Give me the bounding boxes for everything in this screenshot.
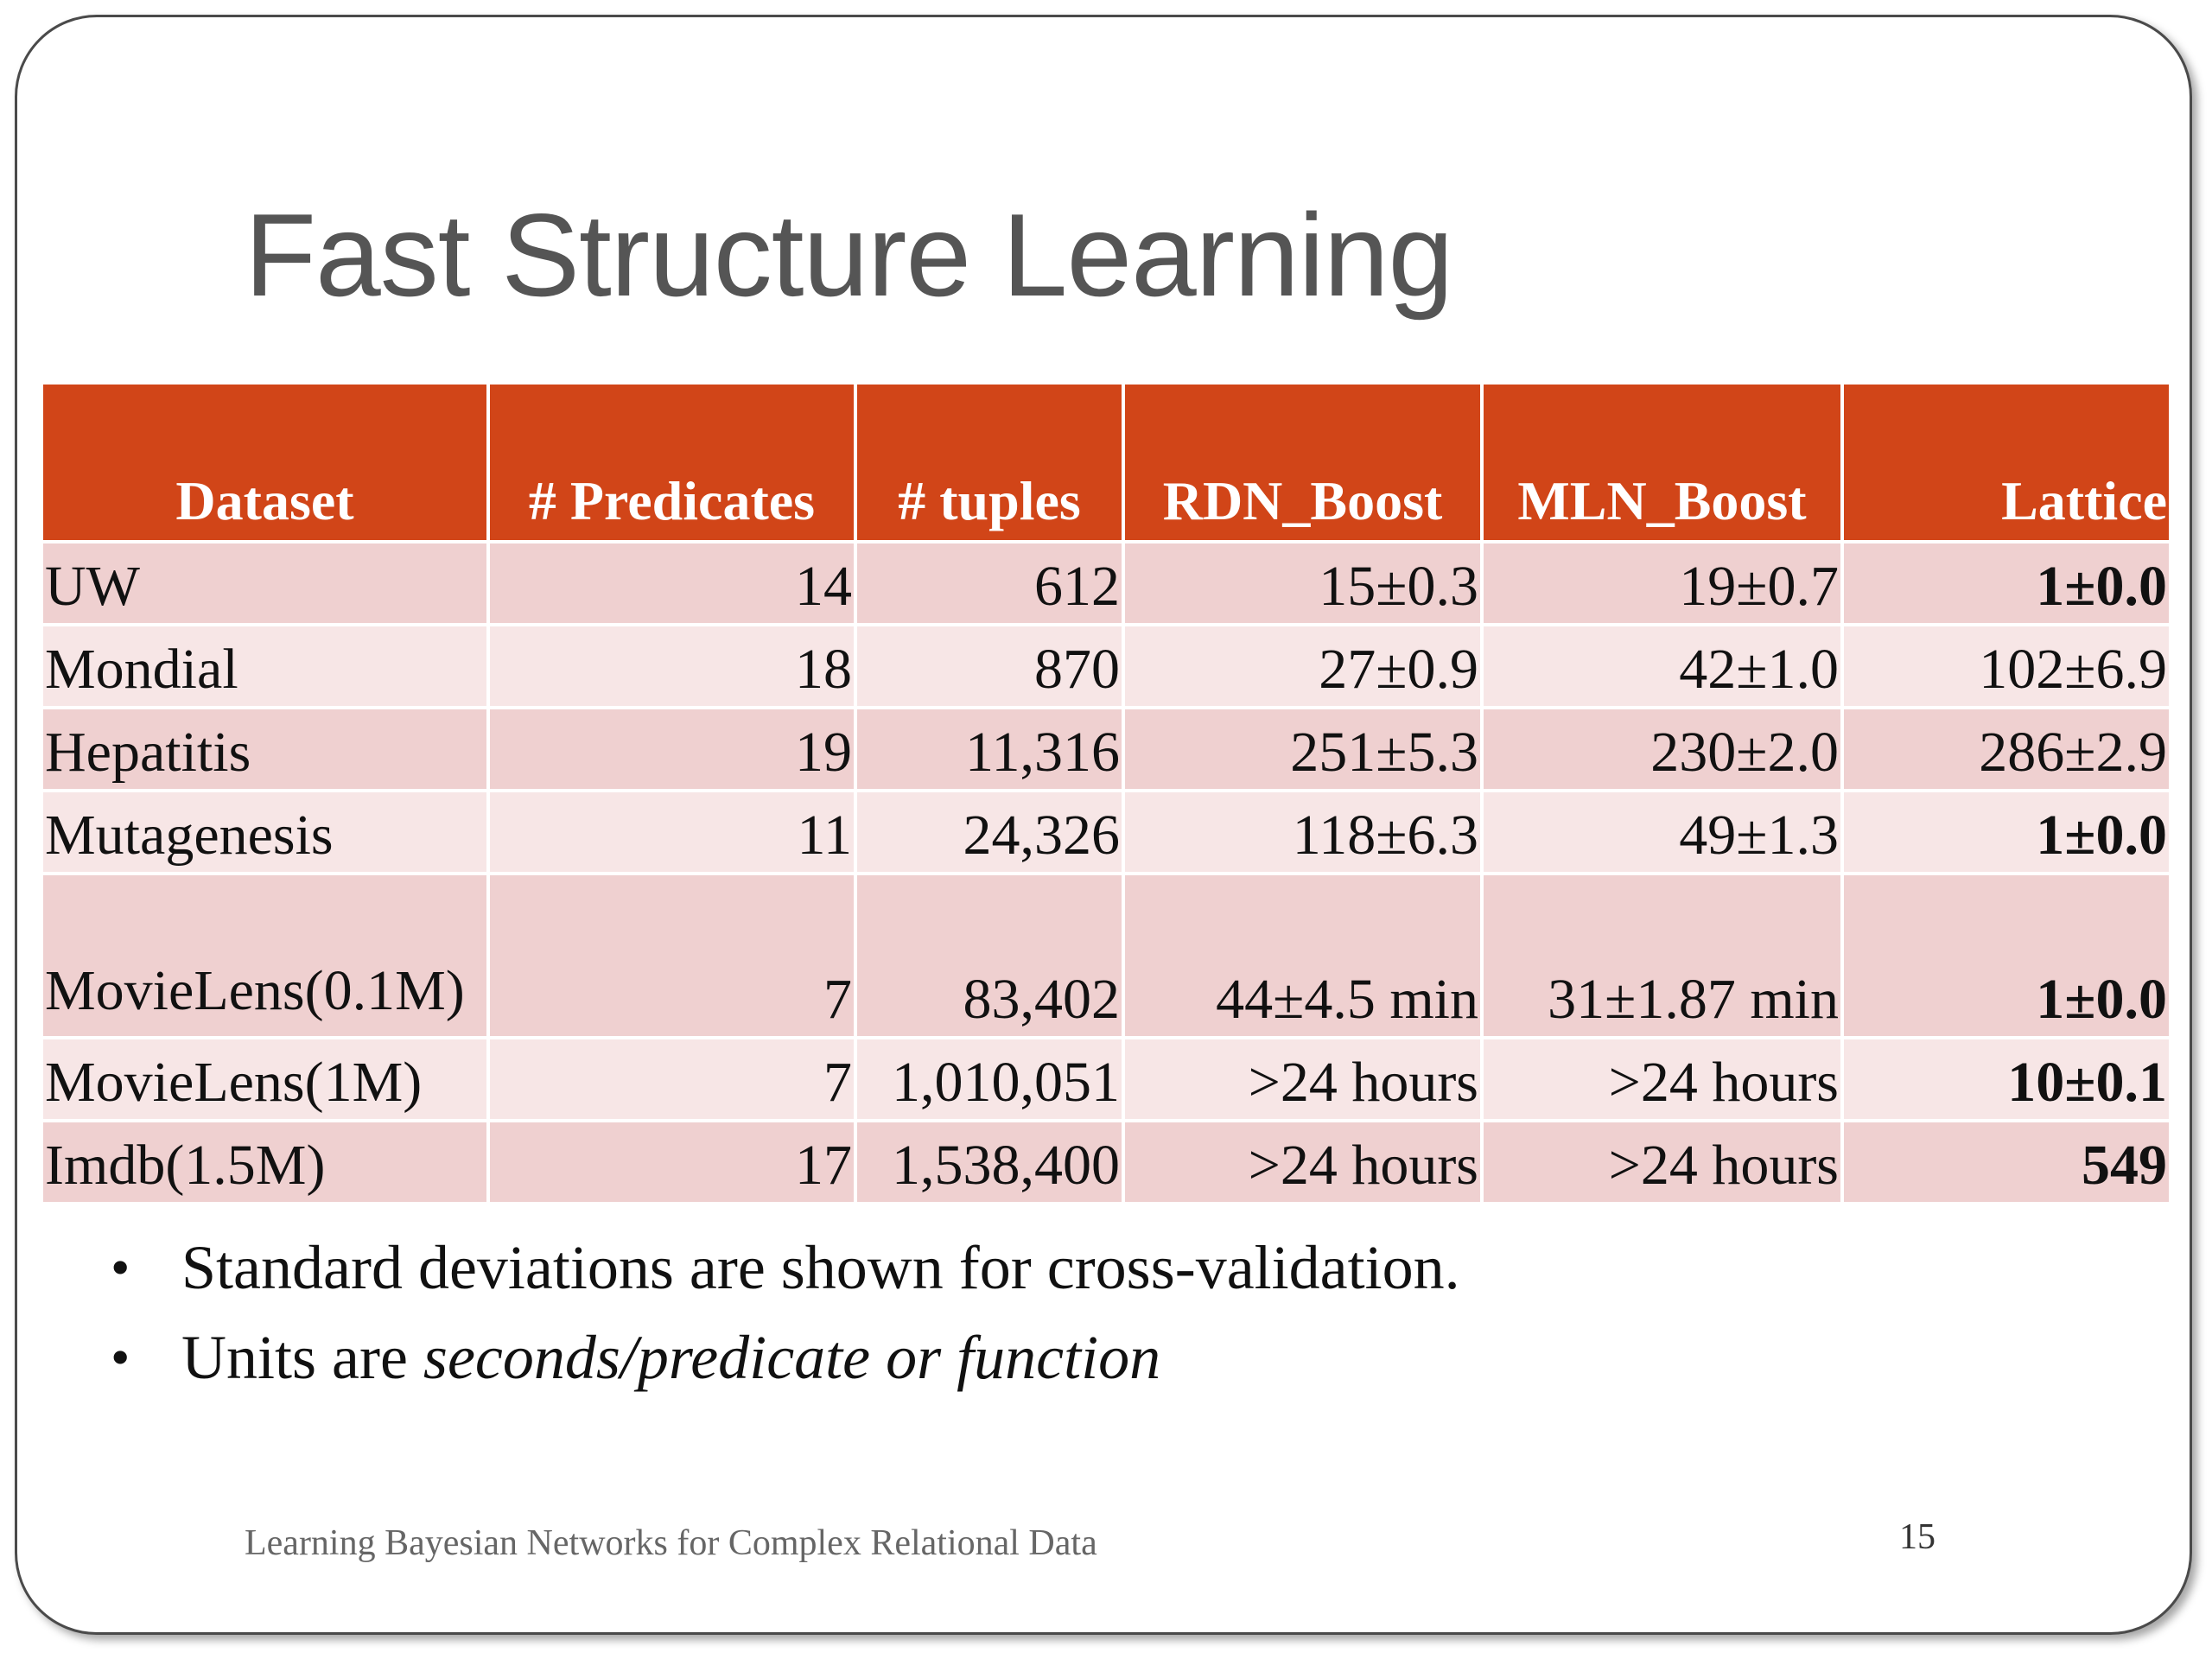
cell-predicates: 19 <box>486 708 857 792</box>
cell-rdn-boost: 44±4.5 min <box>1122 874 1484 1039</box>
cell-lattice: 1±0.0 <box>1840 791 2169 875</box>
cell-tuples: 612 <box>854 542 1125 626</box>
cell-mln-boost: 31±1.87 min <box>1480 874 1844 1039</box>
header-lattice: Lattice <box>1840 385 2169 543</box>
header-tuples: # tuples <box>854 385 1125 543</box>
cell-tuples: 1,538,400 <box>854 1121 1125 1205</box>
cell-dataset: Mutagenesis <box>43 791 490 875</box>
bullet-icon: • <box>111 1326 130 1388</box>
cell-rdn-boost: >24 hours <box>1122 1038 1484 1122</box>
table-row: Mutagenesis 11 24,326 118±6.3 49±1.3 1±0… <box>43 791 2169 875</box>
note-text-units: seconds/predicate or function <box>423 1323 1161 1392</box>
cell-predicates: 17 <box>486 1121 857 1205</box>
note-item: • Units are seconds/predicate or functio… <box>104 1313 1460 1402</box>
cell-tuples: 11,316 <box>854 708 1125 792</box>
table-row: MovieLens(1M) 7 1,010,051 >24 hours >24 … <box>43 1038 2169 1122</box>
cell-lattice: 286±2.9 <box>1840 708 2169 792</box>
table-header-row: Dataset # Predicates # tuples RDN_Boost … <box>43 385 2169 543</box>
notes-list: • Standard deviations are shown for cros… <box>104 1223 1460 1402</box>
note-item: • Standard deviations are shown for cros… <box>104 1223 1460 1313</box>
slide-title: Fast Structure Learning <box>245 189 1453 321</box>
cell-rdn-boost: 15±0.3 <box>1122 542 1484 626</box>
slide-footer: Learning Bayesian Networks for Complex R… <box>245 1523 1097 1563</box>
page-number: 15 <box>1899 1517 1936 1557</box>
cell-lattice: 1±0.0 <box>1840 542 2169 626</box>
results-table: Dataset # Predicates # tuples RDN_Boost … <box>43 385 2169 1205</box>
cell-dataset: Mondial <box>43 625 490 709</box>
cell-lattice: 102±6.9 <box>1840 625 2169 709</box>
cell-mln-boost: 42±1.0 <box>1480 625 1844 709</box>
header-rdn-boost: RDN_Boost <box>1122 385 1484 543</box>
cell-tuples: 870 <box>854 625 1125 709</box>
cell-mln-boost: 230±2.0 <box>1480 708 1844 792</box>
table-row: Imdb(1.5M) 17 1,538,400 >24 hours >24 ho… <box>43 1121 2169 1205</box>
table-row: UW 14 612 15±0.3 19±0.7 1±0.0 <box>43 542 2169 626</box>
note-text-prefix: Units are <box>181 1323 423 1392</box>
cell-dataset: MovieLens(0.1M) <box>43 874 490 1039</box>
cell-mln-boost: 49±1.3 <box>1480 791 1844 875</box>
header-mln-boost: MLN_Boost <box>1480 385 1844 543</box>
cell-predicates: 7 <box>486 874 857 1039</box>
cell-predicates: 7 <box>486 1038 857 1122</box>
cell-rdn-boost: 251±5.3 <box>1122 708 1484 792</box>
cell-lattice: 1±0.0 <box>1840 874 2169 1039</box>
bullet-icon: • <box>111 1236 130 1298</box>
cell-dataset: Hepatitis <box>43 708 490 792</box>
note-text: Standard deviations are shown for cross-… <box>181 1233 1460 1302</box>
table-row: Hepatitis 19 11,316 251±5.3 230±2.0 286±… <box>43 708 2169 792</box>
cell-dataset: Imdb(1.5M) <box>43 1121 490 1205</box>
header-predicates: # Predicates <box>486 385 857 543</box>
cell-tuples: 1,010,051 <box>854 1038 1125 1122</box>
table-row: MovieLens(0.1M) 7 83,402 44±4.5 min 31±1… <box>43 874 2169 1039</box>
cell-mln-boost: >24 hours <box>1480 1038 1844 1122</box>
cell-rdn-boost: >24 hours <box>1122 1121 1484 1205</box>
cell-predicates: 14 <box>486 542 857 626</box>
cell-mln-boost: >24 hours <box>1480 1121 1844 1205</box>
cell-rdn-boost: 118±6.3 <box>1122 791 1484 875</box>
header-dataset: Dataset <box>43 385 490 543</box>
cell-dataset: MovieLens(1M) <box>43 1038 490 1122</box>
cell-mln-boost: 19±0.7 <box>1480 542 1844 626</box>
table-row: Mondial 18 870 27±0.9 42±1.0 102±6.9 <box>43 625 2169 709</box>
cell-tuples: 83,402 <box>854 874 1125 1039</box>
cell-tuples: 24,326 <box>854 791 1125 875</box>
cell-predicates: 11 <box>486 791 857 875</box>
cell-rdn-boost: 27±0.9 <box>1122 625 1484 709</box>
cell-dataset: UW <box>43 542 490 626</box>
cell-predicates: 18 <box>486 625 857 709</box>
cell-lattice: 10±0.1 <box>1840 1038 2169 1122</box>
cell-lattice: 549 <box>1840 1121 2169 1205</box>
